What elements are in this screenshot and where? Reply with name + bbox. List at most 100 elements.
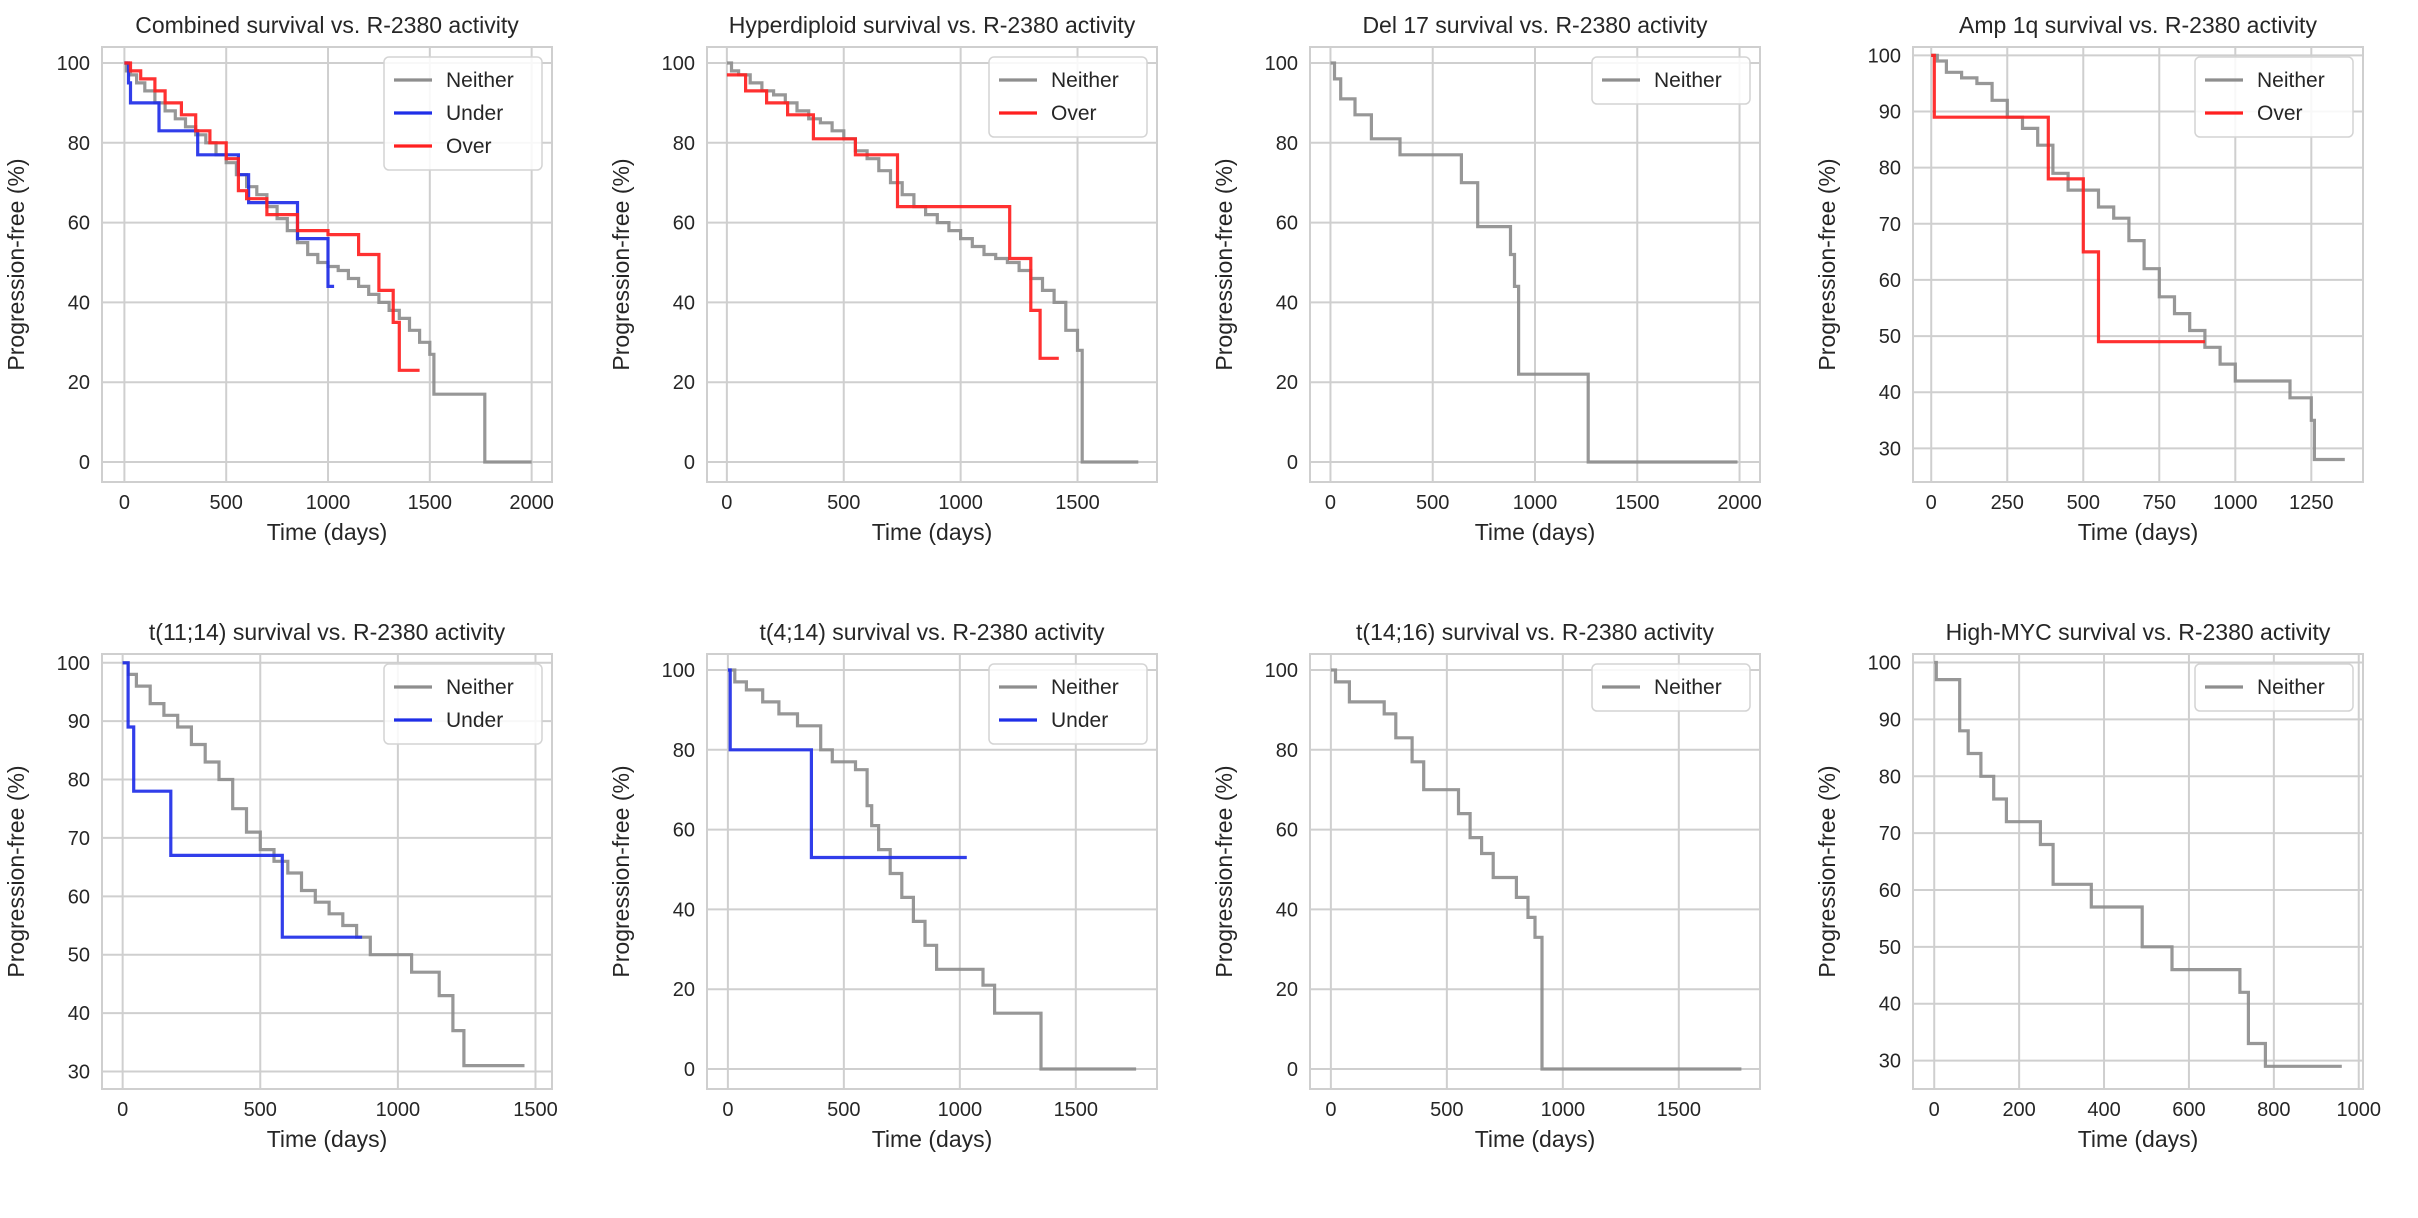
chart-4-y-axis-label: Progression-free (%) [1814, 158, 1840, 370]
chart-4-x-tick-label: 750 [2143, 492, 2176, 514]
chart-8-x-axis-label: Time (days) [2078, 1126, 2199, 1152]
chart-8-legend: Neither [2194, 663, 2354, 712]
chart-8-x-tick-label: 400 [2087, 1099, 2120, 1121]
chart-4-legend: Neither Over [2194, 56, 2354, 138]
chart-1-x-tick-label: 1000 [306, 492, 351, 514]
chart-2-y-tick-label: 20 [673, 372, 695, 394]
chart-2-series-neither [726, 61, 1139, 464]
chart-1-x-tick-label: 2000 [509, 492, 554, 514]
chart-8-title: High-MYC survival vs. R-2380 activity [1946, 619, 2331, 645]
chart-8-y-tick-label: 90 [1879, 709, 1901, 731]
chart-2-legend: Neither Over [988, 56, 1148, 138]
chart-7-y-axis-label: Progression-free (%) [1211, 765, 1237, 977]
chart-2-y-axis-label: Progression-free (%) [608, 158, 634, 370]
chart-7-y-tick-label: 60 [1276, 820, 1298, 842]
chart-4-y-tick-label: 80 [1879, 158, 1901, 180]
chart-8-frame [1912, 653, 2364, 1090]
chart-8-x-tick-label: 0 [1929, 1099, 1940, 1121]
chart-2-y-tick-label: 80 [673, 133, 695, 155]
chart-2-y-tick-label: 0 [684, 452, 695, 474]
chart-3-legend-label-neither: Neither [1654, 69, 1722, 92]
chart-4-y-tick-label: 60 [1879, 270, 1901, 292]
chart-1-x-tick-label: 1500 [408, 492, 453, 514]
chart-7-frame [1309, 653, 1761, 1090]
chart-7-x-tick-label: 1000 [1541, 1099, 1586, 1121]
chart-6-y-tick-label: 100 [662, 660, 695, 682]
chart-4-legend-label-over: Over [2257, 102, 2303, 125]
chart-6-y-tick-label: 0 [684, 1059, 695, 1081]
chart-6-y-axis-label: Progression-free (%) [608, 765, 634, 977]
chart-3-y-axis-label: Progression-free (%) [1211, 158, 1237, 370]
chart-3-legend-box [1591, 56, 1751, 105]
chart-8-y-tick-label: 60 [1879, 880, 1901, 902]
chart-8-y-tick-label: 100 [1868, 653, 1901, 675]
chart-2-legend-label-neither: Neither [1051, 69, 1119, 92]
chart-5-y-tick-label: 30 [68, 1061, 90, 1083]
chart-8-x-tick-label: 600 [2172, 1099, 2205, 1121]
chart-6-y-tick-label: 40 [673, 899, 695, 921]
chart-3-y-tick-label: 60 [1276, 213, 1298, 235]
chart-3-x-tick-label: 1000 [1513, 492, 1558, 514]
chart-6-x-tick-label: 0 [722, 1099, 733, 1121]
chart-5-x-axis-label: Time (days) [267, 1126, 388, 1152]
chart-7-series-neither [1330, 668, 1742, 1071]
chart-5-x-tick-label: 1500 [513, 1099, 558, 1121]
chart-1-y-tick-label: 40 [68, 292, 90, 314]
chart-8-y-tick-label: 70 [1879, 823, 1901, 845]
chart-7-legend: Neither [1591, 663, 1751, 712]
chart-4-y-tick-label: 70 [1879, 214, 1901, 236]
chart-3-x-tick-label: 500 [1416, 492, 1449, 514]
chart-2-x-tick-label: 1000 [938, 492, 983, 514]
chart-1-series-over [124, 61, 420, 372]
chart-7-y-tick-label: 0 [1287, 1059, 1298, 1081]
chart-4-x-axis-label: Time (days) [2078, 519, 2199, 545]
chart-1-y-tick-label: 20 [68, 372, 90, 394]
chart-3-x-tick-label: 2000 [1717, 492, 1762, 514]
chart-6-y-tick-label: 20 [673, 979, 695, 1001]
chart-2-y-tick-label: 60 [673, 213, 695, 235]
chart-7-y-tick-label: 20 [1276, 979, 1298, 1001]
chart-4-x-tick-label: 500 [2067, 492, 2100, 514]
chart-1-legend-label-neither: Neither [446, 69, 514, 92]
chart-4-series-over [1931, 53, 2205, 344]
chart-3-series-neither [1330, 61, 1738, 464]
chart-5-y-tick-label: 50 [68, 945, 90, 967]
chart-7-legend-label-neither: Neither [1654, 676, 1722, 699]
chart-4-x-tick-label: 1250 [2289, 492, 2334, 514]
chart-4-frame [1912, 46, 2364, 483]
chart-3-x-axis-label: Time (days) [1475, 519, 1596, 545]
chart-6-legend-box [988, 663, 1148, 745]
chart-1-y-axis-label: Progression-free (%) [3, 158, 29, 370]
chart-3-y-tick-label: 100 [1265, 53, 1298, 75]
chart-1-x-tick-label: 0 [119, 492, 130, 514]
chart-8-y-tick-label: 50 [1879, 937, 1901, 959]
chart-1-legend-label-under: Under [446, 102, 503, 125]
chart-5-legend-box [383, 663, 543, 745]
chart-1-x-tick-label: 500 [210, 492, 243, 514]
chart-4-x-tick-label: 0 [1926, 492, 1937, 514]
chart-5-y-tick-label: 80 [68, 770, 90, 792]
chart-4-legend-box [2194, 56, 2354, 138]
chart-7-y-tick-label: 100 [1265, 660, 1298, 682]
chart-5-y-tick-label: 70 [68, 828, 90, 850]
chart-1-y-tick-label: 0 [79, 452, 90, 474]
chart-6-y-tick-label: 60 [673, 820, 695, 842]
chart-1-legend-box [383, 56, 543, 171]
chart-7-x-axis-label: Time (days) [1475, 1126, 1596, 1152]
chart-6-x-axis-label: Time (days) [872, 1126, 993, 1152]
chart-2-y-tick-label: 40 [673, 292, 695, 314]
chart-2-title: Hyperdiploid survival vs. R-2380 activit… [729, 12, 1136, 38]
chart-5-x-tick-label: 1000 [376, 1099, 421, 1121]
chart-5-y-tick-label: 90 [68, 711, 90, 733]
chart-8-legend-box [2194, 663, 2354, 712]
chart-1-series-under [124, 61, 335, 288]
chart-6-series-under [727, 668, 967, 860]
chart-5-legend-label-under: Under [446, 709, 503, 732]
chart-5-series-neither [122, 661, 525, 1068]
chart-1-legend: Neither Under Over [383, 56, 543, 171]
chart-8-y-tick-label: 40 [1879, 994, 1901, 1016]
chart-7-x-tick-label: 500 [1430, 1099, 1463, 1121]
